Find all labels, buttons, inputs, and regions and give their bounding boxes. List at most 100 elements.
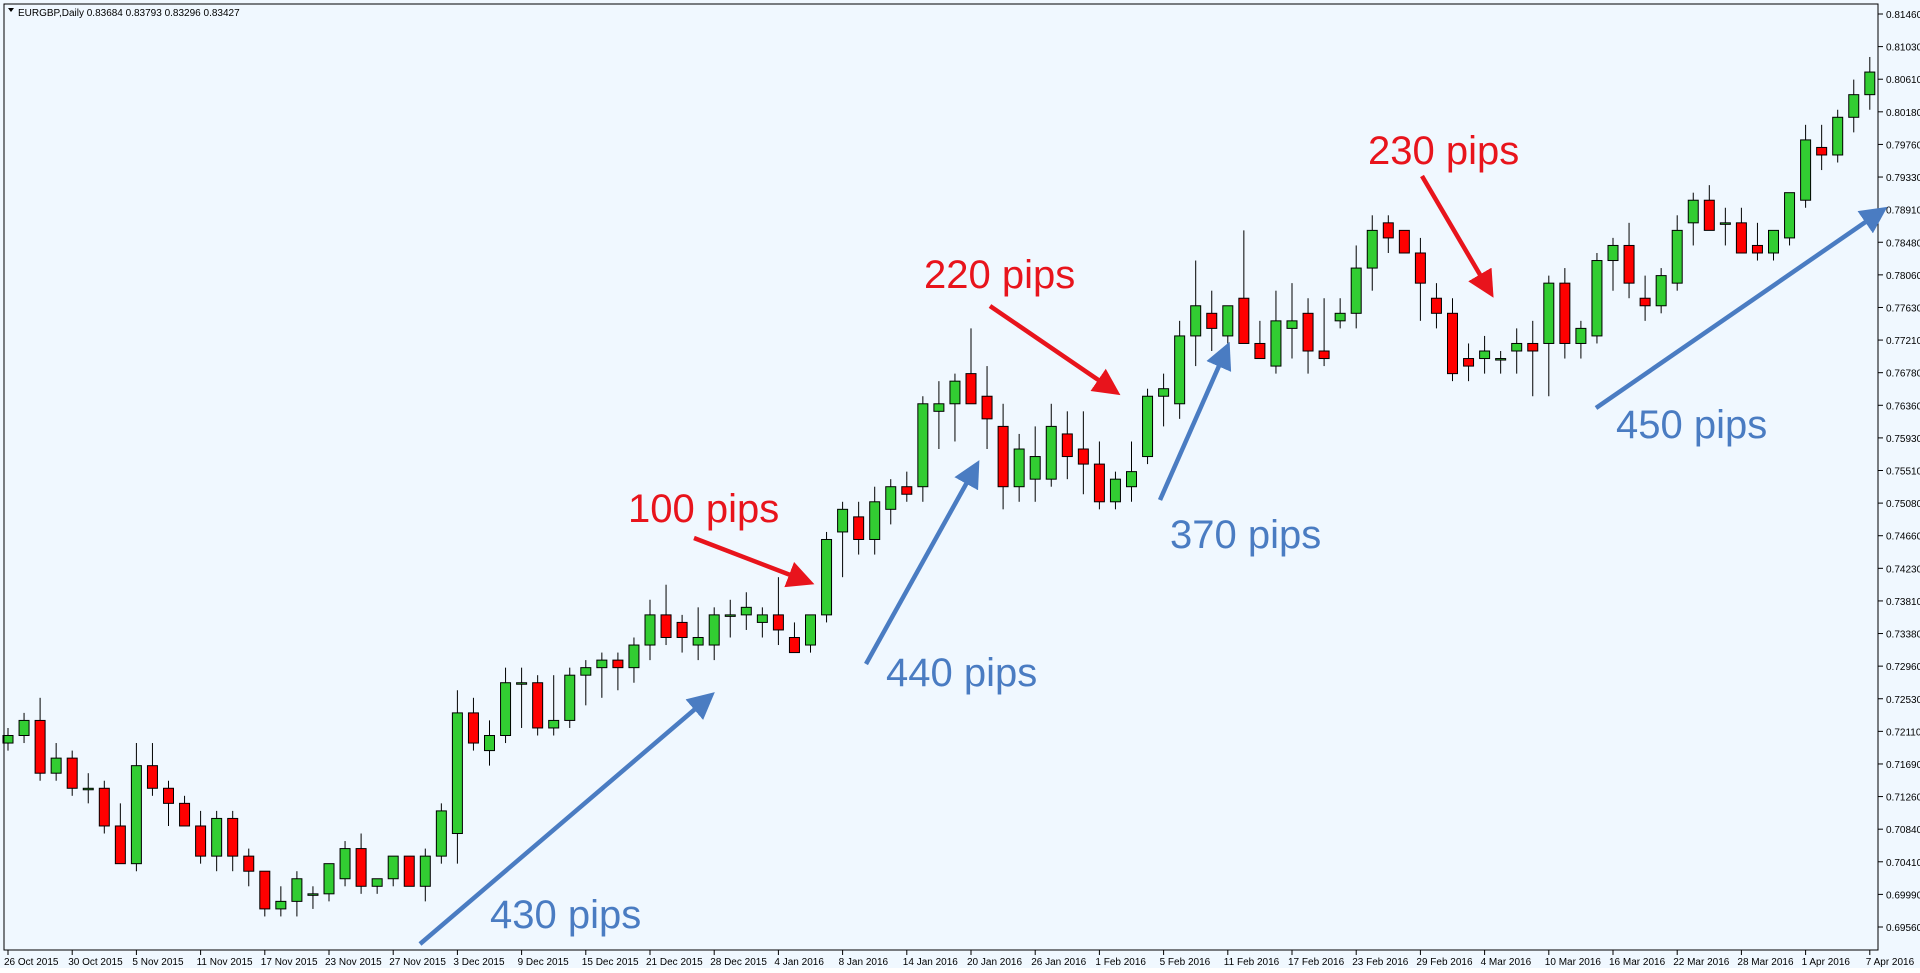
candle (1703, 185, 1715, 231)
candle-body-bull (837, 508, 849, 533)
candle (1045, 403, 1057, 487)
candle (114, 803, 126, 865)
candle (1543, 275, 1555, 397)
y-tick-label: 0.71690 (1886, 760, 1920, 771)
candle-body-bull (1671, 229, 1683, 284)
candle-body-bear (853, 516, 865, 540)
candle (1511, 328, 1523, 374)
candle-body-bear (114, 825, 126, 865)
y-tick-label: 0.69990 (1886, 890, 1920, 901)
x-tick-label: 21 Dec 2015 (646, 957, 703, 968)
arrow-450 (1594, 206, 1888, 410)
candle-body-bear (1077, 448, 1089, 465)
y-tick-label: 0.76360 (1886, 401, 1920, 412)
candle (1768, 229, 1779, 261)
candle (1430, 283, 1442, 329)
candle (1093, 441, 1105, 510)
y-tick-label: 0.72960 (1886, 662, 1920, 673)
x-tick-label: 8 Jan 2016 (839, 957, 889, 968)
x-tick-label: 17 Feb 2016 (1288, 957, 1345, 968)
candle-body-bull (484, 735, 495, 752)
y-tick-label: 0.71260 (1886, 793, 1920, 804)
candle-body-bull (1334, 312, 1346, 322)
candle-body-bear (1623, 244, 1635, 284)
x-tick-label: 30 Oct 2015 (68, 957, 123, 968)
candle (34, 697, 46, 781)
y-tick-label: 0.80180 (1886, 108, 1920, 119)
candle-body-bull (1045, 425, 1057, 480)
y-tick-label: 0.81460 (1886, 10, 1920, 21)
candle-body-bear (227, 817, 239, 857)
y-tick-label: 0.79760 (1886, 140, 1920, 151)
candle (580, 660, 592, 706)
candle (612, 652, 624, 691)
candle-body-bear (532, 682, 544, 729)
x-tick-label: 10 Mar 2016 (1545, 957, 1602, 968)
candle (997, 403, 1009, 510)
x-tick-label: 22 Mar 2016 (1673, 957, 1730, 968)
candles-layer (2, 56, 1876, 917)
candle-body-bull (1687, 199, 1699, 224)
x-tick-label: 5 Nov 2015 (132, 957, 184, 968)
candle-body-bull (1222, 305, 1234, 337)
arrow-230 (1420, 174, 1494, 298)
candle (516, 667, 528, 728)
candle (211, 810, 223, 872)
arrow-370 (1157, 341, 1232, 501)
y-tick-label: 0.78910 (1886, 206, 1920, 217)
candle-body-bull (1800, 139, 1812, 201)
candle (1174, 320, 1186, 419)
y-tick-label: 0.80610 (1886, 75, 1920, 86)
candle (532, 675, 544, 736)
candle (853, 501, 865, 555)
candle (1607, 237, 1619, 291)
candle-body-bear (1639, 297, 1651, 307)
candle (1784, 192, 1796, 246)
candle-body-bull (2, 735, 14, 744)
candle-body-bull (1719, 222, 1731, 225)
candle (323, 863, 335, 902)
candle (387, 855, 399, 887)
candle (50, 743, 62, 781)
candle-body-bear (355, 848, 367, 887)
candle-body-bull (130, 765, 142, 865)
y-tick-label: 0.81030 (1886, 43, 1920, 54)
y-tick-label: 0.74660 (1886, 532, 1920, 543)
candle (339, 841, 351, 887)
candle-body-bull (1158, 388, 1170, 397)
candle (1238, 230, 1250, 344)
candle (243, 848, 255, 887)
x-tick-label: 20 Jan 2016 (967, 957, 1022, 968)
candle (885, 479, 897, 525)
y-tick-label: 0.79330 (1886, 173, 1920, 184)
candle (146, 743, 158, 796)
x-tick-label: 28 Dec 2015 (710, 957, 767, 968)
candle-body-bull (1479, 350, 1491, 360)
candle-body-bear (1463, 358, 1475, 367)
candle (708, 607, 720, 661)
dropdown-triangle-icon[interactable] (8, 8, 14, 12)
candle-body-bull (869, 501, 881, 540)
candle (1864, 56, 1876, 110)
candle-body-bear (98, 787, 110, 827)
candle-body-bull (933, 403, 945, 412)
y-tick-label: 0.75080 (1886, 499, 1920, 510)
candle (1559, 268, 1571, 359)
y-tick-label: 0.75930 (1886, 434, 1920, 445)
candle-body-bull (371, 878, 383, 887)
candle-body-bull (724, 614, 736, 617)
arrow-440 (864, 460, 980, 666)
candle-body-bear (660, 614, 672, 638)
candle-body-bull (339, 848, 351, 880)
candle (467, 697, 479, 751)
x-tick-label: 7 Apr 2016 (1866, 957, 1915, 968)
candle-body-bear (146, 765, 158, 789)
candle (965, 328, 977, 405)
candle (1816, 124, 1828, 171)
candle (371, 878, 383, 894)
candle (1800, 124, 1812, 208)
candle (195, 810, 207, 864)
candle (1398, 229, 1410, 254)
y-tick-label: 0.69560 (1886, 923, 1920, 934)
